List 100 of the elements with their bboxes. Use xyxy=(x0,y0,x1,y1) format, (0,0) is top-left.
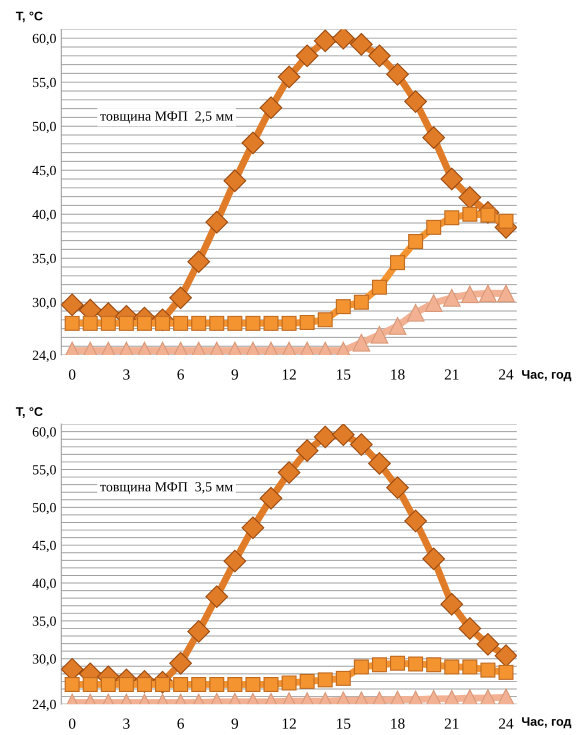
point xyxy=(444,210,460,226)
point xyxy=(479,284,497,302)
point xyxy=(227,316,242,331)
y-tick-label: 30,0 xyxy=(32,298,56,310)
point xyxy=(408,234,424,249)
x-tick-label: 12 xyxy=(282,369,296,380)
y-tick-label: 30,0 xyxy=(32,654,56,666)
point xyxy=(408,656,424,672)
point xyxy=(406,304,424,322)
point xyxy=(318,672,333,688)
point xyxy=(191,676,206,692)
point xyxy=(264,316,279,331)
x-tick-label: 21 xyxy=(444,369,458,380)
x-tick-label: 6 xyxy=(177,369,184,380)
point xyxy=(296,439,319,462)
x-tick-label: 0 xyxy=(68,369,76,380)
y-tick-label: 55,0 xyxy=(32,465,56,476)
point xyxy=(318,312,333,328)
y-tick-label: 24,0 xyxy=(32,350,56,362)
point xyxy=(352,334,370,352)
y-axis-title: T, °C xyxy=(16,12,43,22)
point xyxy=(462,206,478,222)
point xyxy=(187,620,210,643)
point xyxy=(300,314,315,330)
point xyxy=(314,426,337,448)
point xyxy=(460,285,479,304)
point xyxy=(205,585,228,608)
point xyxy=(100,676,116,692)
point xyxy=(350,33,373,56)
point xyxy=(118,676,134,692)
point xyxy=(61,293,84,316)
point xyxy=(223,169,246,192)
y-tick-label: 35,0 xyxy=(32,254,56,266)
y-tick-label: 24,0 xyxy=(32,700,56,712)
point xyxy=(191,316,206,331)
point xyxy=(354,294,369,310)
point xyxy=(64,316,80,331)
point xyxy=(426,220,442,235)
point xyxy=(458,186,482,209)
point xyxy=(372,657,387,672)
point xyxy=(282,316,297,331)
y-tick-label: 60,0 xyxy=(32,427,56,439)
point xyxy=(169,652,192,675)
point xyxy=(386,476,409,500)
point xyxy=(82,316,98,331)
y-axis-title: T, °C xyxy=(16,407,43,418)
point xyxy=(370,326,388,344)
point xyxy=(462,660,478,675)
point xyxy=(354,660,369,675)
point xyxy=(404,90,427,113)
x-tick-label: 24 xyxy=(499,369,514,380)
point xyxy=(388,317,406,335)
x-tick-label: 9 xyxy=(232,369,238,380)
point xyxy=(300,674,315,689)
point xyxy=(100,316,116,331)
point xyxy=(386,62,409,86)
point xyxy=(368,44,391,68)
point xyxy=(404,510,427,532)
x-tick-label: 3 xyxy=(123,369,130,380)
point xyxy=(424,294,443,312)
point xyxy=(82,676,98,692)
point xyxy=(242,516,264,540)
point xyxy=(242,132,264,154)
point xyxy=(444,660,460,675)
point xyxy=(260,486,282,510)
point xyxy=(336,670,351,686)
point xyxy=(278,461,300,484)
y-tick-label: 60,0 xyxy=(32,34,56,46)
point xyxy=(169,286,192,310)
point xyxy=(350,433,373,456)
x-tick-label: 6 xyxy=(177,718,184,729)
y-tick-label: 50,0 xyxy=(32,502,56,514)
x-axis-title: Час, год xyxy=(522,717,572,728)
point xyxy=(440,168,464,190)
x-tick-label: 15 xyxy=(337,369,350,380)
point xyxy=(476,632,500,656)
point xyxy=(136,316,152,331)
point xyxy=(372,280,387,295)
x-tick-label: 3 xyxy=(123,718,130,729)
x-axis-title: Час, год xyxy=(522,370,572,382)
point xyxy=(260,96,282,120)
x-tick-label: 12 xyxy=(282,718,296,729)
point xyxy=(173,316,188,331)
point xyxy=(245,316,260,331)
point xyxy=(64,676,80,692)
x-tick-label: 18 xyxy=(391,369,405,380)
point xyxy=(458,617,482,640)
x-tick-label: 24 xyxy=(499,718,514,729)
x-tick-label: 9 xyxy=(232,718,238,729)
point xyxy=(480,662,496,678)
point xyxy=(209,316,224,331)
point xyxy=(497,284,515,302)
y-tick-label: 40,0 xyxy=(32,210,56,222)
y-tick-label: 55,0 xyxy=(32,78,56,90)
y-tick-label: 50,0 xyxy=(32,122,56,134)
point xyxy=(278,66,300,88)
point xyxy=(187,250,210,274)
point xyxy=(390,255,406,270)
point xyxy=(223,550,246,572)
point xyxy=(336,299,351,314)
